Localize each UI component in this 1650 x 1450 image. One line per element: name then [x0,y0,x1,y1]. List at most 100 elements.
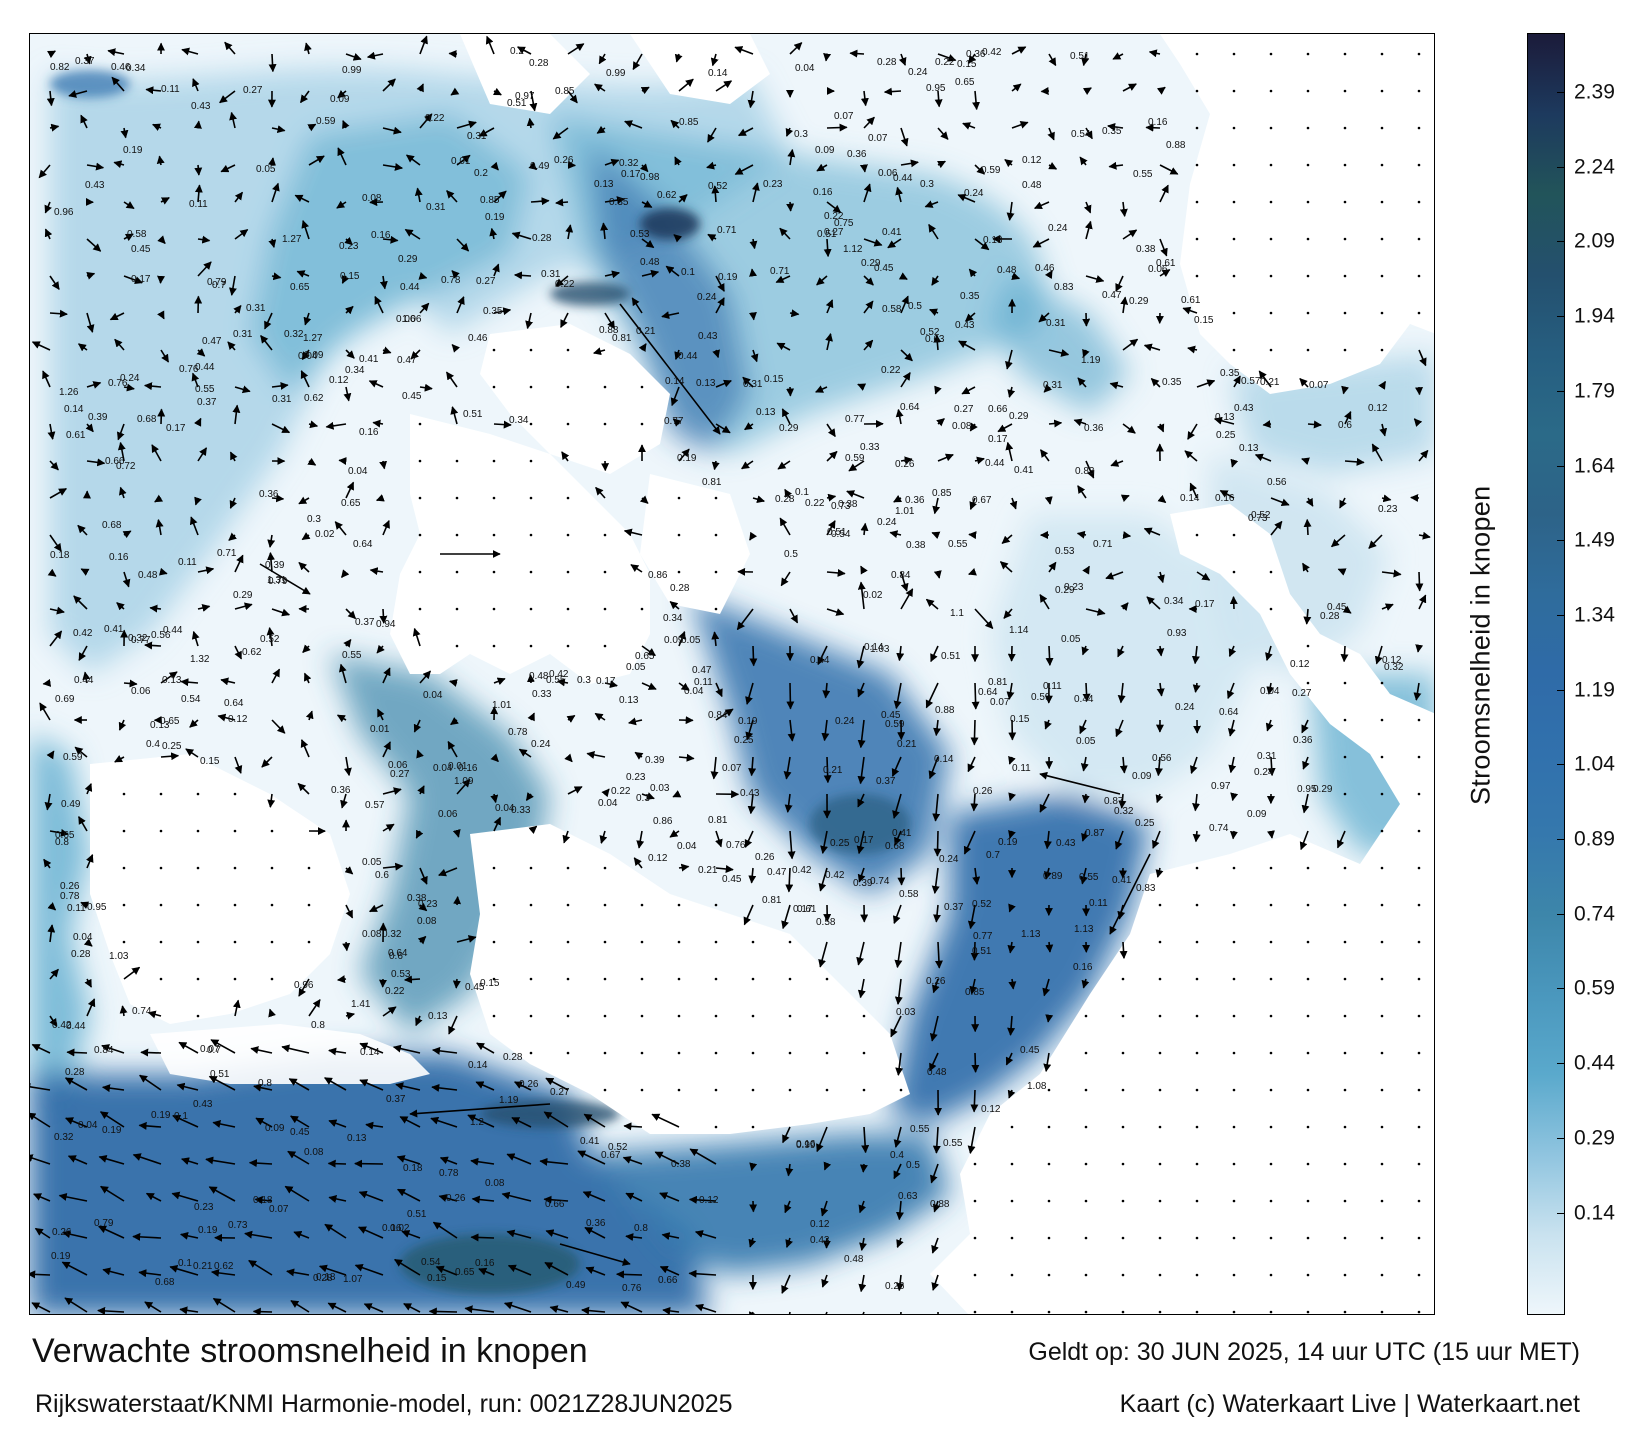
current-arrow [435,1265,458,1276]
current-arrow [286,1268,310,1277]
grid-dot [1343,1273,1347,1277]
current-arrow [1418,594,1427,610]
current-arrow [73,595,88,610]
grid-dot [1195,89,1199,93]
current-arrow [452,829,461,838]
current-arrow [1008,978,1017,990]
speed-label: 0.37 [876,776,896,787]
current-arrow [107,48,125,57]
current-arrow [861,1126,870,1154]
map-canvas: 0.190.160.120.130.160.210.410.320.390.26… [30,34,1434,1314]
current-arrow [234,756,243,774]
speed-label: 0.13 [162,675,182,686]
speed-label: 0.37 [386,1094,406,1105]
current-arrow [42,678,52,687]
grid-dot [1195,1199,1199,1203]
grid-dot [1121,1162,1125,1166]
colorbar-tick-mark [1557,913,1565,915]
grid-dot [1047,1162,1051,1166]
current-arrow [116,423,125,441]
speed-label: 0.78 [441,275,461,286]
current-arrow [932,793,941,822]
current-arrow [197,261,212,277]
current-arrow [447,740,458,758]
colorbar-tick-label: 2.24 [1574,155,1615,179]
current-arrow [527,712,535,722]
current-arrow [896,1274,905,1292]
grid-dot [1121,1088,1125,1092]
grid-dot [1417,52,1421,56]
speed-label: 0.45 [1327,602,1347,613]
speed-label: 0.26 [519,1079,539,1090]
speed-label: 0.44 [195,362,215,373]
grid-dot [196,977,200,981]
current-arrow [1410,493,1420,502]
speed-label: 0.81 [762,895,782,906]
speed-label: 0.51 [1070,51,1090,62]
current-arrow [1228,756,1237,774]
current-arrow [445,371,458,388]
grid-dot [825,1088,829,1092]
colorbar-tick-label: 1.49 [1574,528,1615,552]
current-arrow [336,200,347,209]
speed-label: 0.54 [1071,129,1091,140]
current-arrow [639,495,649,504]
current-arrow [678,78,694,92]
current-arrow [674,349,682,361]
current-arrow [117,441,126,462]
speed-label: 0.51 [507,98,527,109]
current-arrow [900,349,913,362]
current-arrow [234,602,253,611]
current-arrow [493,307,512,316]
current-arrow [359,1079,384,1091]
current-arrow [1004,158,1014,168]
grid-dot [603,1051,607,1055]
grid-dot [529,533,533,537]
current-arrow [1044,496,1053,505]
current-arrow [253,1083,273,1092]
grid-dot [1269,903,1273,907]
current-arrow [661,1232,680,1240]
current-arrow [775,275,791,284]
current-arrow [748,756,757,777]
grid-dot [603,903,607,907]
current-arrow [1152,830,1161,849]
grid-dot [1232,533,1236,537]
current-arrow [194,184,203,203]
current-arrow [1156,86,1166,95]
speed-label: 0.65 [455,1267,475,1278]
speed-label: 0.07 [200,1044,220,1055]
current-arrow [379,275,388,290]
speed-label: 0.22 [881,365,901,376]
grid-dot [122,829,126,833]
current-arrow [962,122,976,130]
speed-label: 0.52 [260,634,280,645]
speed-label: 0.88 [930,1199,950,1210]
current-arrow [1336,830,1346,849]
current-arrow [1307,420,1322,429]
current-arrow [1148,49,1161,58]
grid-dot [1084,1051,1088,1055]
current-arrow [49,828,69,837]
speed-label: 0.61 [797,904,817,915]
grid-dot [1417,866,1421,870]
grid-dot [714,496,718,500]
current-arrow [745,719,754,741]
grid-dot [1306,1088,1310,1092]
current-arrow [511,1116,532,1128]
current-arrow [672,418,682,427]
speed-label: 0.28 [313,1273,333,1284]
current-arrow [191,630,200,647]
speed-label: 0.85 [965,987,985,998]
grid-dot [1417,1051,1421,1055]
current-arrow [1011,272,1021,280]
current-arrow [102,1267,125,1276]
grid-dot [196,940,200,944]
current-arrow [1299,378,1309,388]
current-arrow [340,793,348,809]
current-arrow [688,1269,717,1278]
current-arrow [863,238,883,247]
speed-label: 0.24 [1175,702,1195,713]
current-arrow [896,645,905,662]
speed-label: 0.66 [988,404,1008,415]
